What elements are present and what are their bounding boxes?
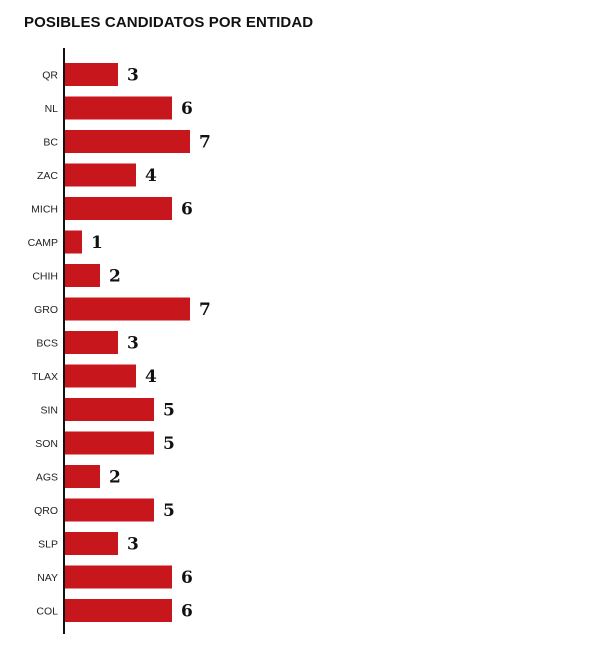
bar-nay xyxy=(64,565,172,589)
value-label-nay: 6 xyxy=(181,568,193,588)
bar-qro xyxy=(64,498,154,522)
category-label-mich: MICH xyxy=(31,204,58,216)
bar-zac xyxy=(64,163,136,187)
bar-bc xyxy=(64,130,190,153)
category-label-camp: CAMP xyxy=(28,237,58,249)
category-label-nl: NL xyxy=(45,103,59,115)
value-label-camp: 1 xyxy=(91,233,103,253)
category-label-son: SON xyxy=(35,438,58,450)
value-label-qro: 5 xyxy=(163,501,175,521)
bar-col xyxy=(64,599,172,622)
category-label-bc: BC xyxy=(43,137,58,149)
category-label-sin: SIN xyxy=(40,405,58,417)
bar-ags xyxy=(64,465,100,488)
value-label-bcs: 3 xyxy=(127,334,139,354)
value-label-nl: 6 xyxy=(181,99,193,119)
value-label-son: 5 xyxy=(163,434,175,454)
value-label-bc: 7 xyxy=(199,133,211,153)
category-label-ags: AGS xyxy=(36,472,58,484)
category-label-bcs: BCS xyxy=(36,338,58,350)
category-label-nay: NAY xyxy=(37,572,58,584)
bar-gro xyxy=(64,297,190,321)
category-label-qr: QR xyxy=(42,70,58,82)
value-label-sin: 5 xyxy=(163,401,175,421)
chart-title: POSIBLES CANDIDATOS POR ENTIDAD xyxy=(24,14,314,31)
bar-tlax xyxy=(64,364,136,388)
category-label-gro: GRO xyxy=(34,304,58,316)
category-label-col: COL xyxy=(36,606,58,618)
bar-sin xyxy=(64,398,154,421)
bar-chih xyxy=(64,264,100,287)
category-label-slp: SLP xyxy=(38,539,58,551)
category-label-zac: ZAC xyxy=(37,170,58,182)
bar-mich xyxy=(64,197,172,220)
bar-nl xyxy=(64,96,172,120)
bar-bcs xyxy=(64,331,118,354)
bar-son xyxy=(64,431,154,455)
bar-slp xyxy=(64,532,118,555)
value-label-ags: 2 xyxy=(109,468,121,488)
value-label-gro: 7 xyxy=(199,300,211,320)
bar-qr xyxy=(64,63,118,86)
category-label-qro: QRO xyxy=(34,505,58,517)
value-label-mich: 6 xyxy=(181,200,193,220)
value-label-zac: 4 xyxy=(145,166,157,186)
value-label-chih: 2 xyxy=(109,267,121,287)
category-label-chih: CHIH xyxy=(32,271,58,283)
bars-group: QR 3 NL 6 BC 7 ZAC 4 MICH 6 CAMP 1 CHIH 2 GRO 7 BCS 3 TLAX… xyxy=(28,63,211,622)
value-label-qr: 3 xyxy=(127,66,139,86)
bar-camp xyxy=(64,230,82,254)
category-label-tlax: TLAX xyxy=(32,371,58,383)
value-label-col: 6 xyxy=(181,602,193,622)
value-label-slp: 3 xyxy=(127,535,139,555)
value-label-tlax: 4 xyxy=(145,367,157,387)
